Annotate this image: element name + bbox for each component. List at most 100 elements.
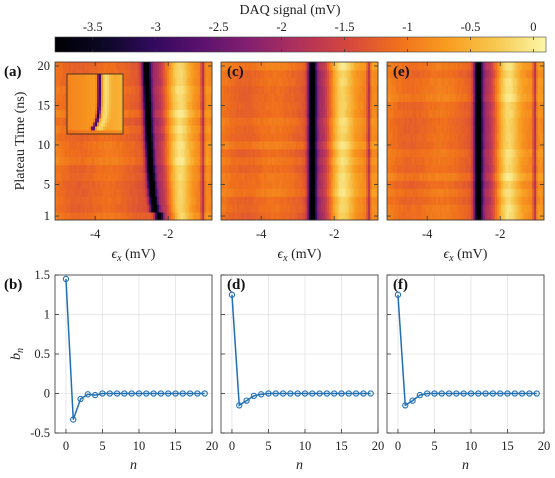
heatmap-cell: [459, 196, 462, 205]
heatmap-cell: [350, 172, 353, 181]
heatmap-cell: [236, 196, 240, 205]
heatmap-cell: [159, 101, 162, 110]
heatmap-cell: [449, 133, 453, 142]
heatmap-cell: [307, 85, 310, 94]
heatmap-cell: [127, 77, 130, 87]
inset-cell: [119, 126, 122, 131]
heatmap-cell: [295, 62, 298, 71]
heatmap-cell: [254, 156, 257, 166]
heatmap-cell: [368, 172, 371, 181]
inset-cell: [69, 98, 72, 103]
heatmap-cell: [354, 204, 357, 213]
heatmap-cell: [540, 172, 543, 181]
heatmap-cell: [66, 196, 70, 205]
heatmap-cell: [275, 62, 279, 71]
heatmap-cell: [291, 204, 295, 213]
heatmap-cell: [342, 77, 346, 87]
heatmap-cell: [414, 148, 417, 158]
heatmap-cell: [311, 141, 314, 150]
heatmap-cell: [522, 117, 525, 126]
heatmap-cell: [358, 77, 361, 87]
inset-cell: [67, 78, 70, 83]
heatmap-cell: [332, 117, 336, 126]
heatmap-cell: [82, 164, 85, 173]
heatmap-cell: [410, 133, 413, 142]
heatmap-cell: [141, 69, 144, 79]
heatmap-cell: [113, 180, 117, 189]
heatmap-cell: [168, 62, 172, 71]
heatmap-cell: [319, 188, 322, 197]
heatmap-cell: [188, 204, 191, 213]
heatmap-cell: [307, 212, 310, 221]
heatmap-cell: [80, 148, 83, 158]
heatmap-cell: [260, 156, 263, 166]
heatmap-cell: [160, 180, 164, 189]
heatmap-cell: [94, 180, 97, 189]
heatmap-cell: [502, 117, 506, 126]
heatmap-cell: [160, 77, 164, 87]
heatmap-cell: [344, 164, 347, 173]
heatmap-cell: [441, 148, 445, 158]
heatmap-cell: [315, 148, 318, 158]
y-tick-label: 5: [44, 177, 50, 191]
heatmap-cell: [133, 148, 136, 158]
heatmap-cell: [336, 85, 340, 94]
inset-cell: [111, 98, 114, 103]
heatmap-cell: [342, 196, 346, 205]
heatmap-cell: [226, 204, 230, 213]
inset-cell: [115, 94, 118, 99]
heatmap-cell: [78, 62, 81, 71]
heatmap-cell: [485, 164, 488, 173]
heatmap-cell: [178, 69, 181, 79]
heatmap-cell: [414, 101, 417, 110]
heatmap-cell: [473, 141, 476, 150]
heatmap-cell: [222, 148, 226, 158]
heatmap-cell: [534, 109, 537, 118]
heatmap-cell: [394, 141, 398, 150]
heatmap-cell: [166, 141, 170, 150]
heatmap-cell: [487, 196, 490, 205]
heatmap-cell: [301, 148, 304, 158]
heatmap-cell: [192, 196, 195, 205]
heatmap-cell: [202, 180, 205, 189]
heatmap-cell: [222, 188, 226, 197]
heatmap-cell: [121, 212, 125, 221]
heatmap-cell: [92, 212, 95, 221]
heatmap-cell: [340, 109, 344, 118]
inset-cell: [107, 98, 110, 103]
heatmap-cell: [430, 133, 433, 142]
heatmap-cell: [326, 93, 330, 102]
heatmap-cell: [273, 172, 277, 181]
heatmap-cell: [208, 164, 211, 173]
heatmap-cell: [428, 133, 431, 142]
heatmap-cell: [149, 117, 152, 126]
heatmap-cell: [471, 125, 474, 134]
heatmap-cell: [518, 101, 521, 110]
heatmap-cell: [334, 164, 338, 173]
heatmap-cell: [170, 180, 174, 189]
heatmap-cell: [510, 188, 513, 197]
heatmap-cell: [194, 180, 197, 189]
heatmap-cell: [514, 133, 517, 142]
heatmap-cell: [186, 77, 189, 87]
heatmap-cell: [471, 196, 474, 205]
heatmap-cell: [192, 62, 195, 71]
inset-cell: [85, 74, 88, 79]
heatmap-cell: [174, 188, 178, 197]
heatmap-cell: [287, 164, 291, 173]
heatmap-cell: [394, 172, 398, 181]
heatmap-cell: [287, 204, 291, 213]
inset-cell: [73, 102, 76, 107]
colorbar-tick-label: 0: [530, 20, 536, 34]
heatmap-cell: [248, 141, 251, 150]
heatmap-cell: [410, 188, 413, 197]
heatmap-cell: [102, 196, 105, 205]
heatmap-cell: [540, 133, 543, 142]
heatmap-cell: [74, 196, 77, 205]
heatmap-cell: [159, 148, 162, 158]
heatmap-cell: [406, 125, 409, 134]
inset-cell: [71, 126, 74, 131]
heatmap-cell: [414, 141, 417, 150]
inset-cell: [113, 78, 116, 83]
heatmap-cell: [208, 93, 211, 102]
